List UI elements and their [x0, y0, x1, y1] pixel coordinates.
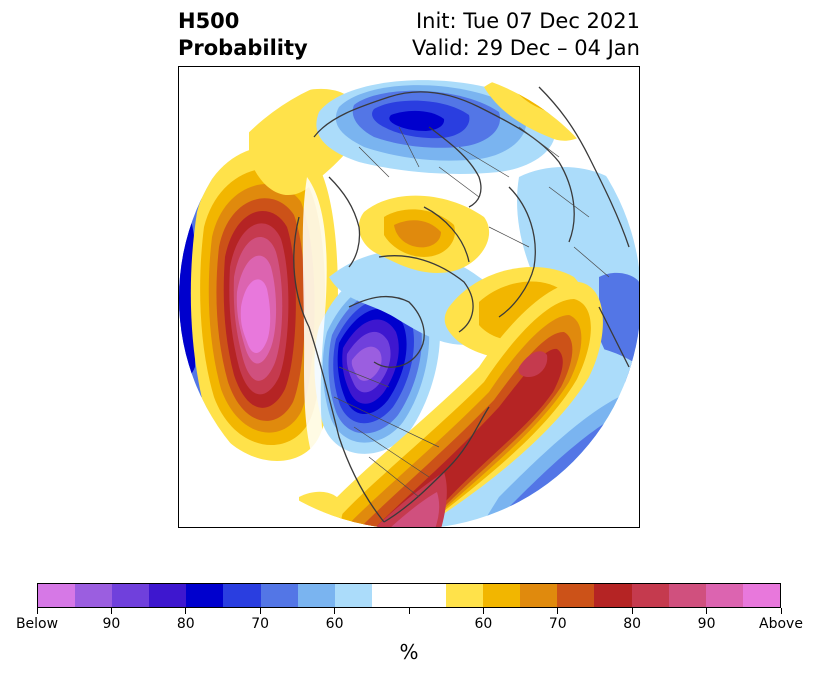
colorbar-segment — [408, 584, 447, 607]
colorbar-tick — [706, 608, 708, 614]
colorbar-segment — [483, 584, 521, 607]
colorbar-tick-label: 80 — [176, 616, 195, 632]
map-frame — [178, 66, 640, 528]
title-valid: Valid: 29 Dec – 04 Jan — [411, 36, 640, 60]
colorbar-segment — [705, 584, 743, 607]
colorbar-segment — [631, 584, 669, 607]
title-right: Init: Tue 07 Dec 2021 Valid: 29 Dec – 04… — [412, 8, 640, 62]
title-left: H500 Probability — [178, 8, 308, 62]
colorbar-segment — [557, 584, 595, 607]
colorbar-segment — [334, 584, 372, 607]
colorbar-tick — [780, 608, 782, 614]
colorbar-segment — [520, 584, 558, 607]
probability-map — [179, 67, 639, 527]
colorbar-segment — [112, 584, 150, 607]
colorbar-tick — [482, 608, 484, 614]
colorbar-segment — [668, 584, 706, 607]
colorbar-tick-label: 70 — [548, 616, 567, 632]
political-borders — [333, 126, 610, 498]
colorbar-tick — [334, 608, 336, 614]
colorbar-segment — [186, 584, 224, 607]
colorbar-segment — [297, 584, 335, 607]
colorbar-segment — [149, 584, 187, 607]
neutral-channel — [302, 177, 329, 477]
colorbar-tick-label: 90 — [697, 616, 716, 632]
colorbar-tick — [631, 608, 633, 614]
colorbar-tick-label: 60 — [474, 616, 493, 632]
title-variable: H500 — [178, 9, 240, 33]
colorbar-tick — [36, 608, 38, 614]
colorbar-tick — [408, 608, 410, 614]
colorbar-tick-label: 60 — [325, 616, 344, 632]
colorbar-unit-label: % — [399, 640, 419, 664]
colorbar-segment — [594, 584, 632, 607]
colorbar-tick — [259, 608, 261, 614]
title-init: Init: Tue 07 Dec 2021 — [415, 9, 640, 33]
above-anomaly-pacific — [190, 146, 338, 461]
anomaly-field — [179, 67, 639, 527]
colorbar-tick — [185, 608, 187, 614]
colorbar-segment — [260, 584, 298, 607]
colorbar-tick-label: 80 — [623, 616, 642, 632]
colorbar-segment — [371, 584, 409, 607]
coastlines — [293, 86, 630, 523]
title-product: Probability — [178, 36, 308, 60]
colorbar-tick-label: 70 — [251, 616, 270, 632]
colorbar-segment — [742, 584, 780, 607]
colorbar-segment — [75, 584, 113, 607]
colorbar-tick-label: Below — [15, 616, 59, 632]
colorbar-segment — [38, 584, 76, 607]
colorbar — [37, 583, 781, 608]
colorbar-tick — [110, 608, 112, 614]
colorbar-tick-label: Above — [759, 616, 803, 632]
colorbar-tick — [557, 608, 559, 614]
above-anomaly-greenland — [358, 195, 490, 273]
below-anomaly-russia — [316, 80, 556, 174]
colorbar-segment — [223, 584, 261, 607]
colorbar-segment — [446, 584, 484, 607]
colorbar-tick-label: 90 — [102, 616, 121, 632]
above-anomaly-east-us — [309, 282, 603, 527]
